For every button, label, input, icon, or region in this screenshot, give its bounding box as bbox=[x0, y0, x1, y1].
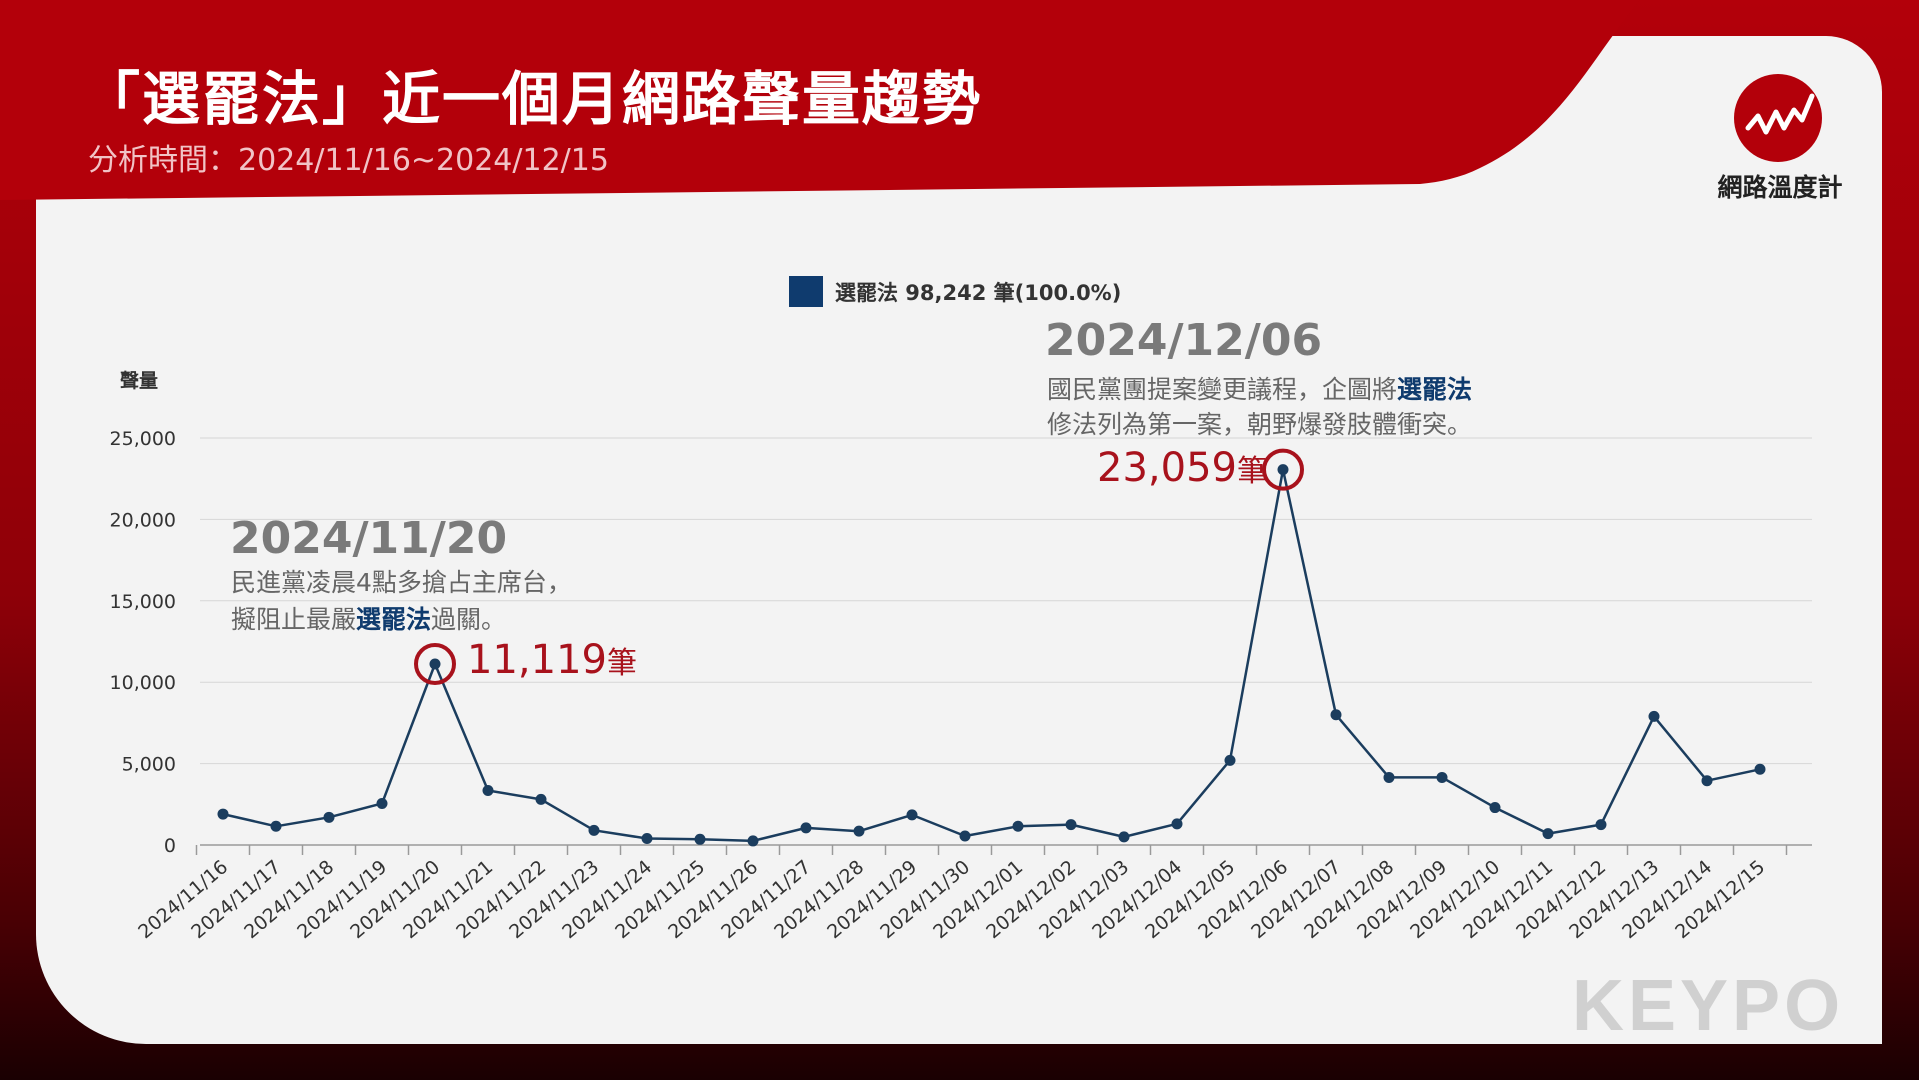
data-point bbox=[1277, 464, 1289, 476]
annotation-number: 23,059 bbox=[1097, 445, 1237, 491]
grid-lines bbox=[200, 437, 1812, 765]
annotation-line: 擬阻止最嚴選罷法過關。 bbox=[231, 605, 506, 634]
data-point bbox=[482, 784, 494, 796]
data-point bbox=[1065, 819, 1077, 831]
data-point bbox=[959, 830, 971, 842]
data-point bbox=[853, 825, 865, 837]
data-point bbox=[588, 824, 600, 836]
data-point bbox=[1330, 709, 1342, 721]
data-point bbox=[1595, 819, 1607, 831]
data-point bbox=[1012, 820, 1024, 832]
annotation-line: 國民黨團提案變更議程，企圖將選罷法 bbox=[1047, 375, 1472, 404]
data-point bbox=[1118, 831, 1130, 843]
legend: 選罷法 98,242 筆(100.0%) bbox=[789, 276, 1121, 307]
series-path bbox=[222, 468, 1761, 843]
annotation-unit: 筆 bbox=[1237, 454, 1267, 489]
data-point bbox=[1436, 771, 1448, 783]
annotation-text: 國民黨團提案變更議程，企圖將 bbox=[1047, 375, 1397, 404]
keypo-watermark: KEYPO bbox=[1572, 966, 1845, 1046]
annotation-line: 修法列為第一案，朝野爆發肢體衝突。 bbox=[1047, 410, 1472, 439]
annotation-unit: 筆 bbox=[607, 646, 637, 681]
annotations: 2024/11/20民進黨凌晨4點多搶占主席台，擬阻止最嚴選罷法過關。11,11… bbox=[230, 315, 1472, 685]
data-point bbox=[800, 822, 812, 834]
data-point bbox=[429, 658, 441, 670]
data-point bbox=[906, 809, 918, 821]
annotation-value: 23,059筆 bbox=[1097, 445, 1267, 491]
annotation-highlight: 選罷法 bbox=[356, 605, 431, 634]
y-tick-label: 20,000 bbox=[110, 509, 176, 531]
y-tick-label: 0 bbox=[164, 835, 176, 857]
annotation-date: 2024/12/06 bbox=[1045, 315, 1322, 366]
peak-highlight-ring bbox=[414, 642, 456, 685]
header-shape bbox=[0, 0, 1640, 200]
data-point bbox=[323, 811, 335, 823]
data-point bbox=[1224, 754, 1236, 766]
data-point bbox=[1754, 763, 1766, 775]
y-tick-label: 5,000 bbox=[122, 754, 176, 776]
chart-card bbox=[36, 36, 1882, 1044]
data-point bbox=[747, 835, 759, 847]
y-tick-label: 15,000 bbox=[110, 591, 176, 613]
annotation-line: 民進黨凌晨4點多搶占主席台， bbox=[231, 568, 572, 597]
data-point bbox=[1542, 828, 1554, 840]
brand-logo: 網路溫度計 bbox=[1700, 72, 1860, 212]
data-point bbox=[270, 820, 282, 832]
data-point bbox=[535, 793, 547, 805]
y-tick-label: 25,000 bbox=[110, 428, 176, 450]
y-axis-label: 聲量 bbox=[120, 369, 158, 392]
series-line bbox=[217, 464, 1766, 847]
annotation-highlight: 選罷法 bbox=[1397, 375, 1472, 404]
page-title: 「選罷法」近一個月網路聲量趨勢 bbox=[82, 65, 983, 133]
data-point bbox=[1383, 771, 1395, 783]
data-point bbox=[1489, 802, 1501, 814]
data-point bbox=[694, 833, 706, 845]
legend-label: 選罷法 98,242 筆(100.0%) bbox=[835, 281, 1121, 305]
y-tick-label: 10,000 bbox=[110, 672, 176, 694]
annotation-text: 擬阻止最嚴 bbox=[231, 605, 356, 634]
peak-highlight-ring bbox=[1262, 448, 1304, 491]
data-point bbox=[217, 808, 229, 820]
header-banner bbox=[0, 0, 1640, 200]
annotation-date: 2024/11/20 bbox=[230, 513, 507, 564]
x-tick-label: 2024/11/16 bbox=[134, 856, 232, 943]
brand-name: 網路溫度計 bbox=[1717, 173, 1843, 202]
annotation-value: 11,119筆 bbox=[467, 637, 637, 683]
data-point bbox=[376, 797, 388, 809]
x-axis: 2024/11/162024/11/172024/11/182024/11/19… bbox=[134, 844, 1812, 943]
y-axis-ticks: 0 5,000 10,000 15,000 20,000 25,000 bbox=[110, 428, 176, 857]
data-point bbox=[1648, 710, 1660, 722]
data-point bbox=[641, 832, 653, 844]
legend-swatch bbox=[789, 276, 823, 307]
annotation-number: 11,119 bbox=[467, 637, 607, 683]
data-point bbox=[1701, 775, 1713, 787]
page-subtitle: 分析時間：2024/11/16~2024/12/15 bbox=[88, 143, 609, 178]
thermometer-icon bbox=[1734, 74, 1822, 162]
annotation-text: 過關。 bbox=[431, 605, 506, 634]
data-point bbox=[1171, 818, 1183, 830]
